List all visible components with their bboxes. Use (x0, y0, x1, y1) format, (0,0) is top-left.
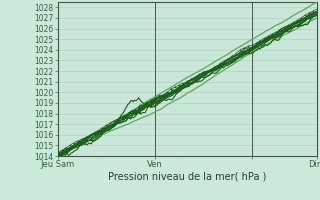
X-axis label: Pression niveau de la mer( hPa ): Pression niveau de la mer( hPa ) (108, 172, 266, 182)
